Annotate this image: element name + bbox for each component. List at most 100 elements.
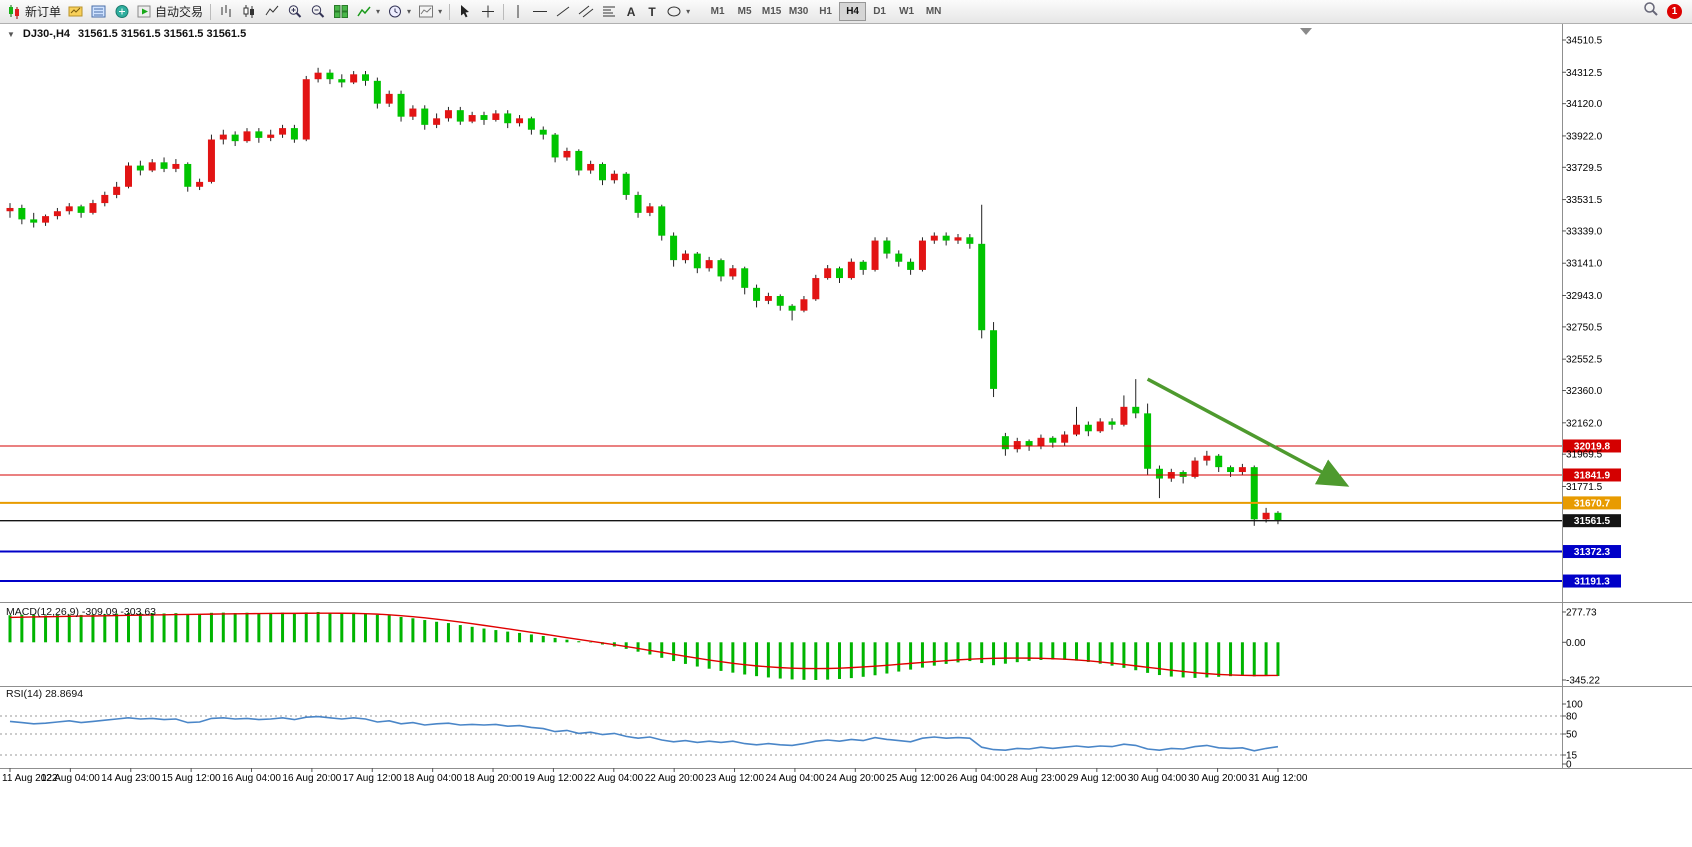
tile-windows-button[interactable] (330, 2, 352, 22)
new-order-button[interactable]: 新订单 (4, 2, 64, 22)
price-tick-label: 33339.0 (1566, 226, 1603, 237)
date-tick-label: 14 Aug 23:00 (101, 773, 160, 784)
candle-body (539, 129, 547, 135)
candle-body (1155, 468, 1163, 479)
price-tick-label: 34120.0 (1566, 99, 1603, 110)
horizontal-line-icon (532, 4, 548, 19)
timeframe-button-m5[interactable]: M5 (731, 2, 758, 21)
timeframe-button-d1[interactable]: D1 (866, 2, 893, 21)
dropdown-arrow-icon: ▾ (686, 7, 691, 16)
symbol-timeframe-label: DJ30-,H4 (22, 28, 70, 40)
candle-body (397, 93, 405, 117)
price-shift-marker[interactable] (1300, 28, 1312, 35)
candle-body (196, 181, 204, 187)
candle-body (930, 235, 938, 241)
timeframe-button-h1[interactable]: H1 (812, 2, 839, 21)
toolbar-separator (449, 3, 451, 20)
line-chart-icon (264, 4, 280, 19)
candlestick-mode-button[interactable] (238, 2, 260, 22)
timeframe-button-m30[interactable]: M30 (785, 2, 812, 21)
market-watch-icon (91, 4, 107, 19)
channel-tool-button[interactable] (575, 2, 597, 22)
timeframe-button-h4[interactable]: H4 (839, 2, 867, 21)
candle-body (6, 207, 14, 212)
chart-collapse-icon[interactable]: ▼ (7, 29, 15, 39)
horizontal-levels[interactable]: 32019.8 31841.9 31670.7 31561.5 31372.3 31191… (0, 377, 1621, 588)
tile-windows-icon (333, 4, 349, 19)
toolbar-separator (210, 3, 212, 20)
timeframe-button-m1[interactable]: M1 (704, 2, 731, 21)
line-chart-mode-button[interactable] (261, 2, 283, 22)
candle-body (622, 173, 630, 195)
candle-body (907, 261, 915, 270)
candle-body (338, 79, 346, 83)
shapes-tool-button[interactable]: ▾ (663, 2, 693, 22)
candle-body (468, 115, 476, 122)
profiles-button[interactable] (65, 2, 87, 22)
trend-arrow[interactable] (1146, 377, 1350, 487)
candle-body (53, 211, 61, 217)
zoom-out-button[interactable] (307, 2, 329, 22)
candle-body (1215, 455, 1223, 468)
candle-body (836, 268, 843, 279)
vertical-line-tool-button[interactable] (508, 2, 528, 22)
periods-button[interactable]: ▾ (384, 2, 414, 22)
candle-body (1179, 472, 1187, 477)
indicators-button[interactable]: ▾ (353, 2, 383, 22)
candle-body (990, 330, 998, 389)
main-toolbar: 新订单 自动交易 ▾ ▾ ▾ A T ▾ M1 M5 M15 M30 H1 H4 D1 W1 M… (0, 0, 1692, 24)
date-tick-label: 28 Aug 23:00 (1007, 773, 1066, 784)
timeframe-button-mn[interactable]: MN (920, 2, 947, 21)
candle-body (1238, 467, 1246, 473)
fibonacci-tool-button[interactable] (598, 2, 620, 22)
market-watch-button[interactable] (88, 2, 110, 22)
timeframe-toolbar: M1 M5 M15 M30 H1 H4 D1 W1 MN (704, 2, 947, 21)
data-window-button[interactable] (111, 2, 133, 22)
bar-chart-mode-button[interactable] (215, 2, 237, 22)
candle-body (1061, 434, 1069, 443)
cursor-button[interactable] (454, 2, 476, 22)
zoom-in-button[interactable] (284, 2, 306, 22)
candle-body (741, 268, 749, 288)
candle-body (942, 235, 950, 241)
search-icon[interactable] (1643, 1, 1659, 22)
candle-body (125, 165, 132, 187)
candle-body (1084, 424, 1092, 432)
candle-body (290, 128, 298, 140)
chart-window[interactable]: 32019.8 31841.9 31670.7 31561.5 31372.3 31191… (0, 24, 1692, 847)
trendline-tool-button[interactable] (552, 2, 574, 22)
auto-trading-button[interactable]: 自动交易 (134, 2, 206, 22)
timeframe-button-m15[interactable]: M15 (758, 2, 785, 21)
candle-body (1073, 424, 1080, 435)
cursor-icon (457, 4, 473, 19)
candle-body (918, 240, 926, 270)
rsi-tick-label: 80 (1566, 712, 1578, 723)
candle-body (883, 240, 891, 254)
candle-body (30, 219, 38, 223)
timeframe-button-w1[interactable]: W1 (893, 2, 920, 21)
indicators-icon (356, 4, 372, 19)
price-badge (1563, 439, 1621, 453)
notification-badge[interactable]: 1 (1667, 4, 1682, 19)
candle-body (871, 240, 879, 270)
horizontal-line-tool-button[interactable] (529, 2, 551, 22)
date-tick-label: 22 Aug 04:00 (584, 773, 643, 784)
price-chart[interactable]: 32019.8 31841.9 31670.7 31561.5 31372.3 31191… (0, 24, 1692, 847)
crosshair-button[interactable] (477, 2, 499, 22)
price-tick-label: 34510.5 (1566, 36, 1603, 47)
toolbar-separator (503, 3, 505, 20)
candle-body (314, 72, 322, 80)
text-tool-button[interactable]: A (621, 2, 641, 22)
candle-body (1203, 455, 1211, 461)
label-tool-button[interactable]: T (642, 2, 662, 22)
templates-button[interactable]: ▾ (415, 2, 445, 22)
price-badge (1563, 468, 1621, 482)
price-axis: 34510.5 34312.5 34120.0 33922.0 33729.5 33531… (1562, 36, 1603, 493)
toolbar-right-group: 1 (1643, 1, 1688, 22)
price-tick-label: 32750.5 (1566, 322, 1603, 333)
candle-body (184, 163, 192, 187)
candle-body (136, 165, 144, 171)
candle-body (18, 207, 26, 220)
candle-body (231, 134, 239, 142)
